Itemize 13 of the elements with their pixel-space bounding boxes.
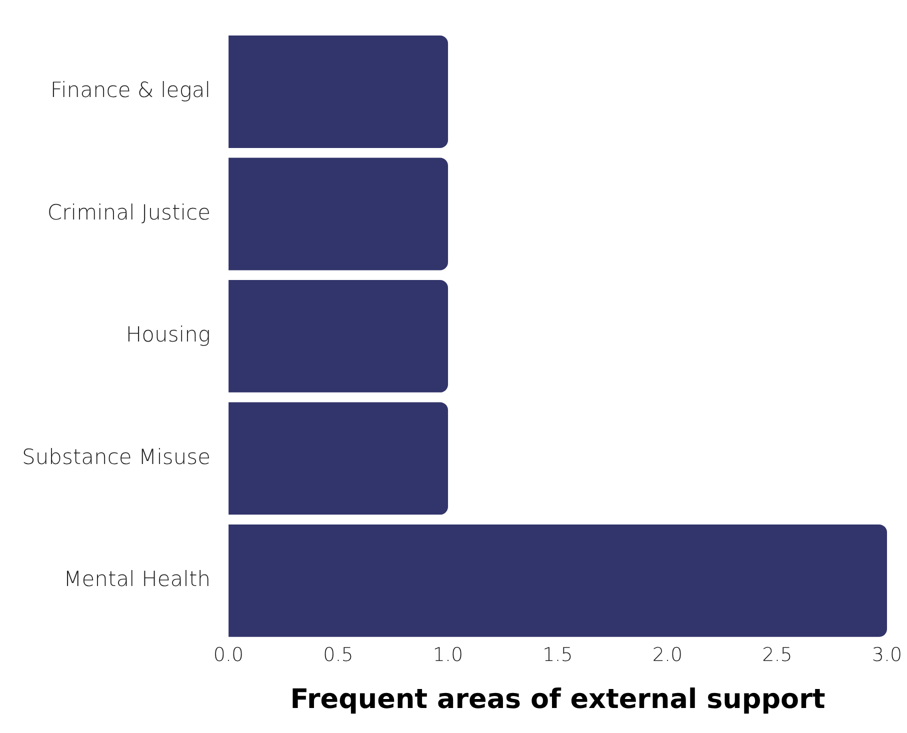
y-tick-label: Mental Health — [64, 567, 211, 592]
x-tick-label: 0.5 — [323, 644, 354, 666]
x-tick-label: 1.0 — [432, 644, 464, 666]
x-tick-label: 0.0 — [213, 644, 244, 666]
y-tick-label: Housing — [126, 322, 211, 347]
y-tick-label: Finance & legal — [50, 78, 211, 102]
x-tick-label: 3.0 — [872, 644, 902, 666]
x-tick-label: 2.5 — [762, 644, 792, 666]
x-tick-label: 1.5 — [542, 644, 573, 666]
x-tick-label: 2.0 — [652, 644, 683, 666]
y-tick-label: Criminal Justice — [47, 200, 211, 224]
y-tick-label: Substance Misuse — [22, 444, 211, 469]
x-axis-title: Frequent areas of external support — [290, 684, 826, 715]
